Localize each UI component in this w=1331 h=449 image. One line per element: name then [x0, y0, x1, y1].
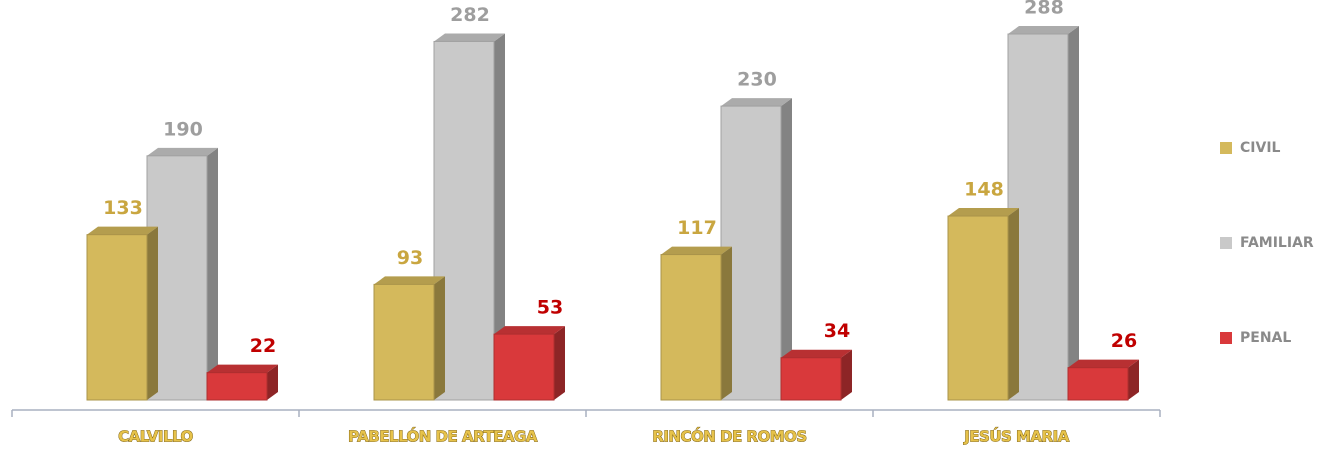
bar-side — [494, 33, 505, 400]
legend-swatch — [1220, 237, 1232, 249]
bar — [493, 333, 555, 401]
x-tick-label: RINCÓN DE ROMOS — [652, 427, 806, 446]
bar-top — [434, 33, 505, 42]
bar-side — [434, 276, 445, 400]
bar-top — [374, 276, 445, 285]
legend-label: CIVIL — [1240, 140, 1281, 156]
bar — [373, 283, 435, 401]
bar-side — [841, 349, 852, 400]
bar-side — [1068, 26, 1079, 400]
bar-top — [1008, 26, 1079, 34]
bar-top — [494, 326, 565, 335]
legend-swatch — [1220, 332, 1232, 344]
bar — [660, 254, 722, 401]
data-label: 34 — [824, 320, 850, 342]
legend-label: PENAL — [1240, 330, 1291, 346]
bar-side — [207, 147, 218, 400]
bar-side — [1128, 359, 1139, 400]
bar-side — [721, 246, 732, 400]
bar-side — [554, 326, 565, 400]
bar — [947, 215, 1009, 401]
data-label: 133 — [103, 197, 143, 219]
bar-top — [661, 246, 732, 255]
bar-top — [147, 147, 218, 156]
bar — [86, 234, 148, 401]
data-label: 22 — [250, 335, 276, 357]
bar — [206, 372, 268, 401]
data-label: 288 — [1024, 0, 1064, 19]
bar-side — [781, 98, 792, 400]
bar-side — [1008, 208, 1019, 400]
data-label: 190 — [163, 118, 203, 140]
data-label: 26 — [1111, 330, 1137, 352]
bar-side — [267, 364, 278, 400]
data-label: 117 — [677, 217, 717, 239]
data-label: 93 — [397, 247, 423, 269]
data-label: 53 — [537, 297, 563, 319]
x-tick-label: JESÚS MARIA — [963, 427, 1070, 446]
legend-swatch — [1220, 142, 1232, 154]
bar — [780, 357, 842, 401]
bar-top — [207, 364, 278, 373]
data-label: 282 — [450, 4, 490, 26]
bar-side — [147, 226, 158, 400]
bar-top — [1068, 359, 1139, 368]
bar-top — [721, 98, 792, 107]
data-label: 148 — [964, 179, 1004, 201]
bar-top — [781, 349, 852, 358]
bar — [1067, 367, 1129, 401]
bar-top — [87, 226, 158, 235]
bar-top — [948, 208, 1019, 217]
x-tick-label: PABELLÓN DE ARTEAGA — [348, 427, 538, 446]
x-tick-label: CALVILLO — [118, 428, 193, 446]
legend-label: FAMILIAR — [1240, 235, 1314, 251]
data-label: 230 — [737, 69, 777, 91]
